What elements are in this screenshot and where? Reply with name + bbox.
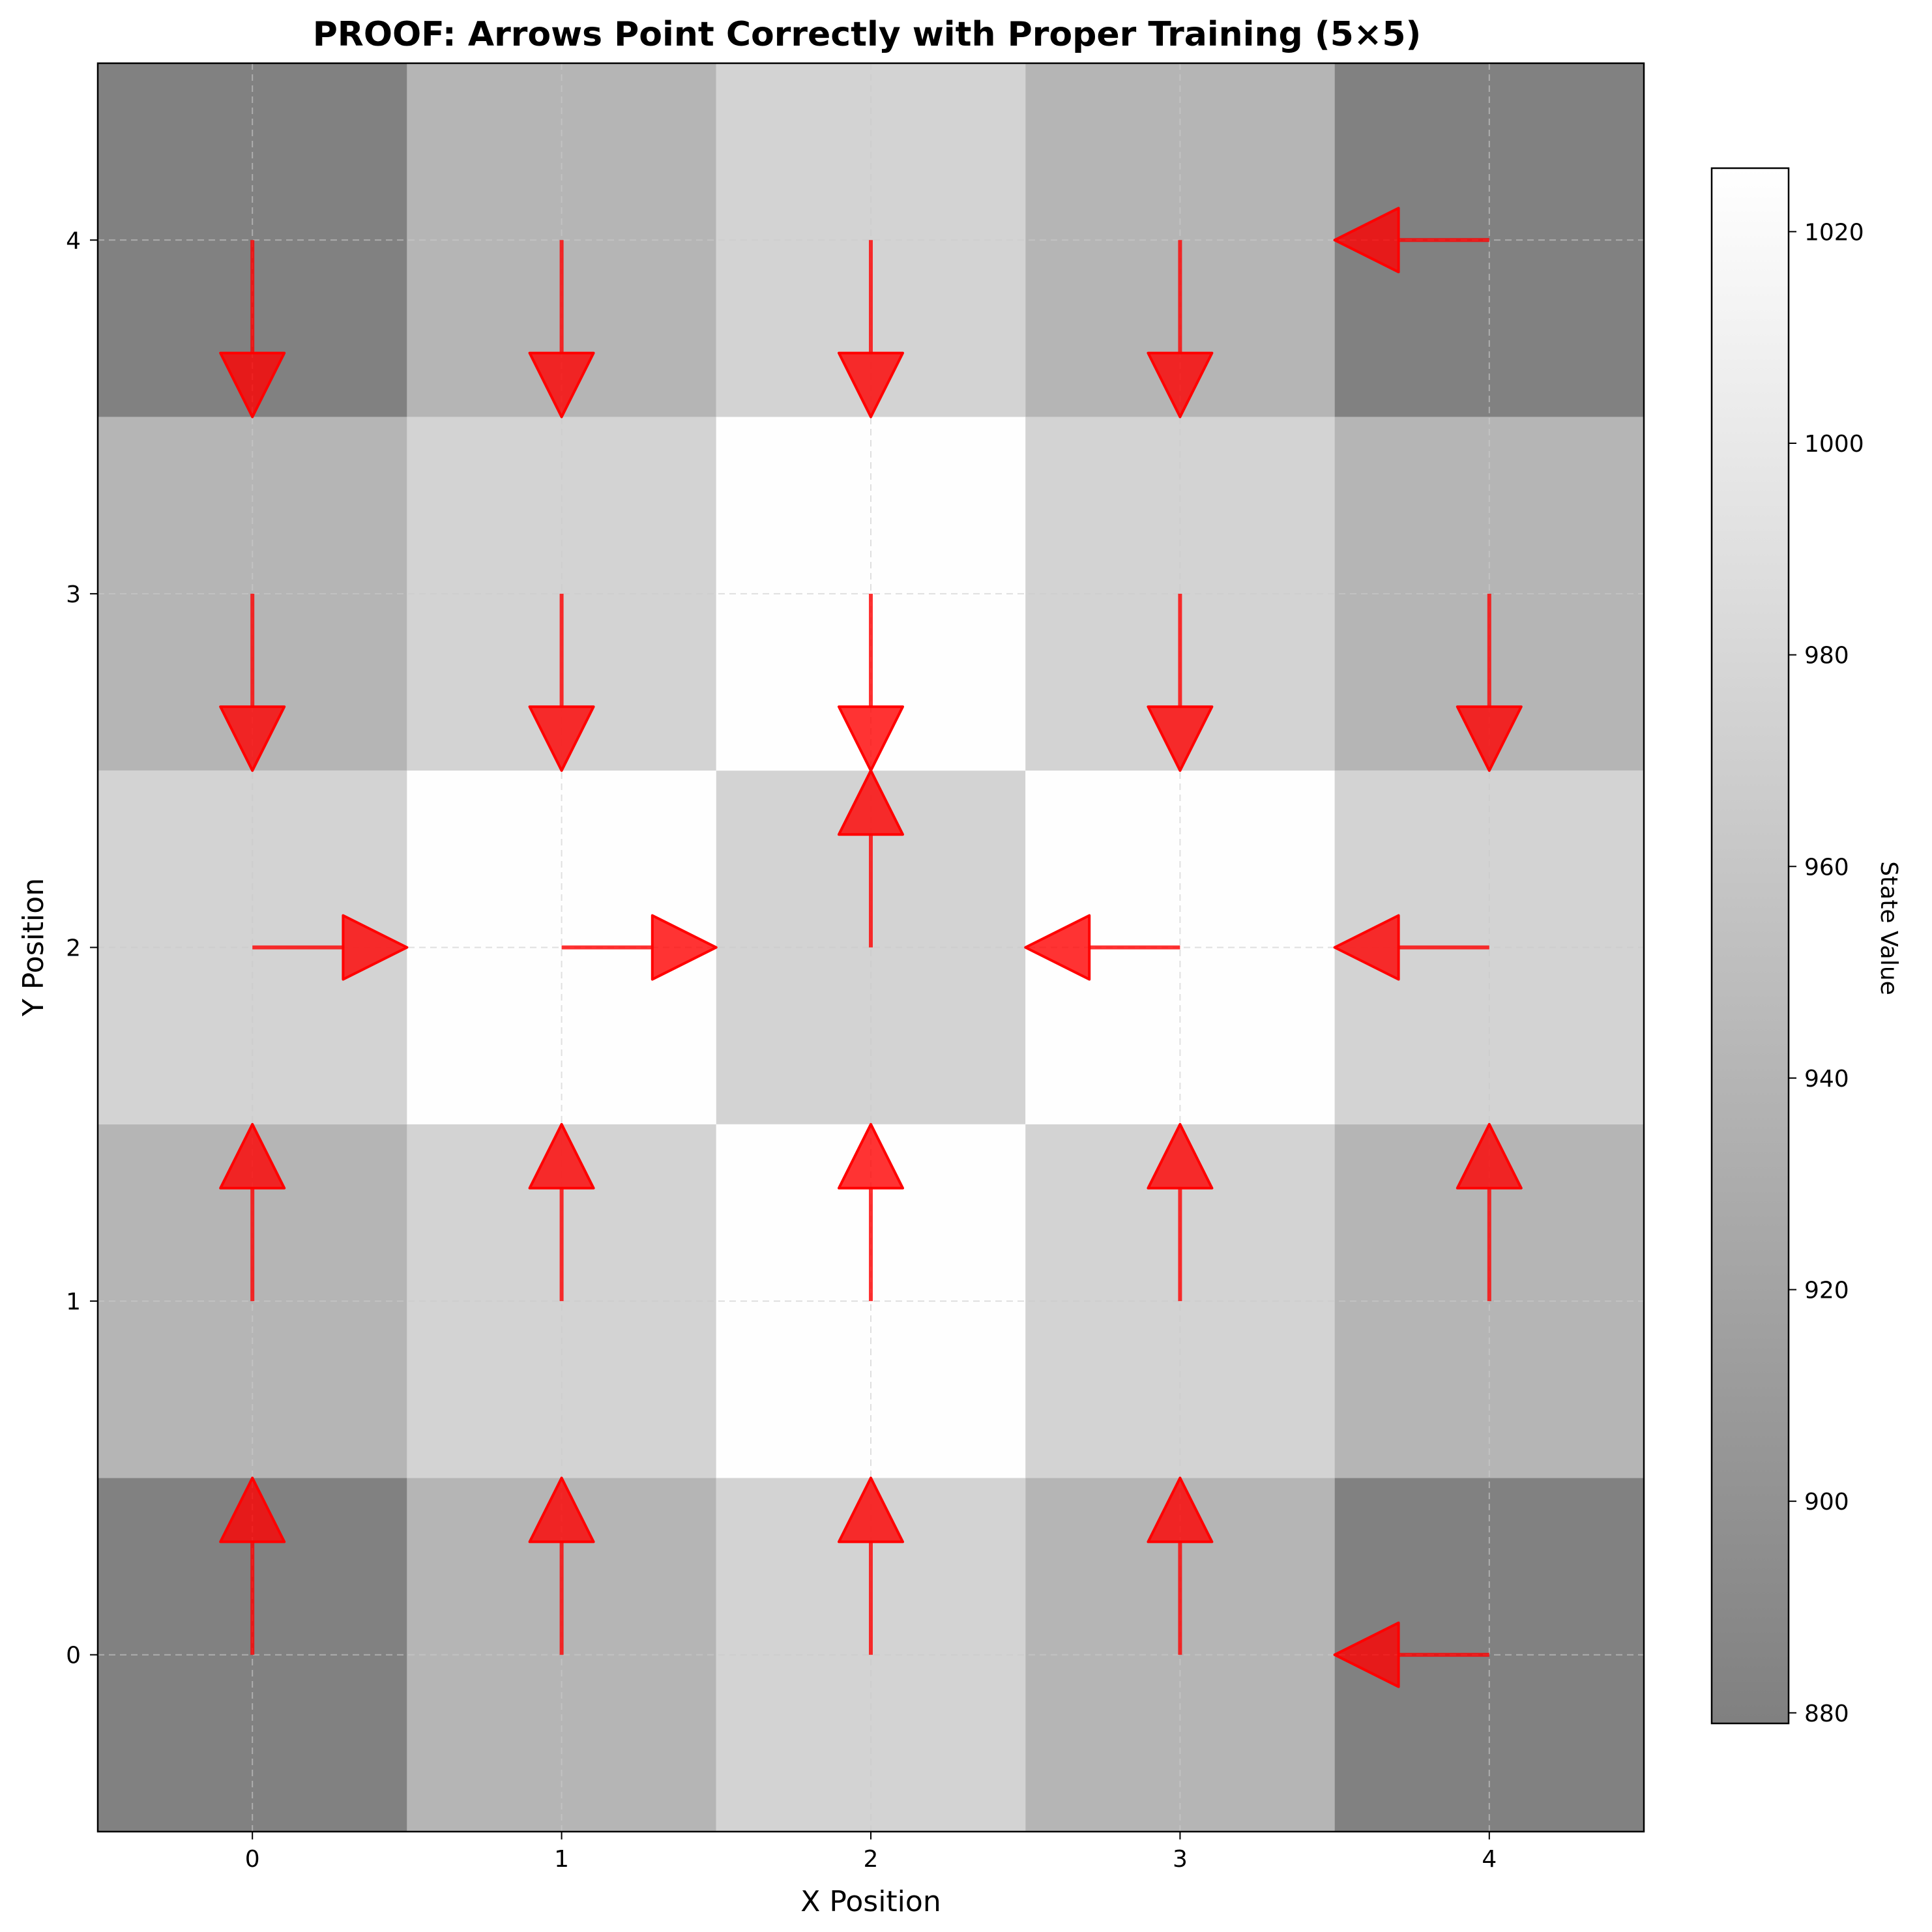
arrow-right — [252, 914, 409, 981]
arrow-down — [219, 593, 286, 772]
arrow-head — [1333, 207, 1400, 274]
x-axis-ticks: 0 1 2 3 4 — [245, 1832, 1497, 1873]
arrow-up — [1147, 1476, 1214, 1655]
colorbar-tick-label: 1020 — [1804, 219, 1864, 246]
arrow-head — [1456, 1122, 1523, 1190]
arrow-head — [219, 351, 286, 418]
y-axis-ticks: 0 1 2 3 4 — [66, 227, 98, 1669]
x-tick-label: 0 — [245, 1846, 260, 1873]
arrow-down — [528, 240, 595, 418]
arrow-left — [1024, 914, 1180, 981]
colorbar-tick-label: 980 — [1804, 643, 1849, 669]
y-tick-label: 3 — [66, 581, 81, 608]
colorbar — [1710, 167, 1790, 1725]
arrow-head — [219, 705, 286, 772]
arrow-up — [838, 769, 904, 948]
arrow-head — [528, 1476, 595, 1544]
colorbar-tick-label: 900 — [1804, 1489, 1849, 1515]
colorbar-tick-label: 880 — [1804, 1701, 1849, 1727]
arrow-up — [528, 1122, 595, 1302]
colorbar-tick-label: 1000 — [1804, 431, 1864, 458]
arrow-head — [838, 351, 904, 418]
arrow-head — [1147, 1476, 1214, 1544]
colorbar-tick-label: 940 — [1804, 1066, 1849, 1092]
arrow-head — [651, 914, 718, 981]
arrow-head — [219, 1476, 286, 1544]
x-tick-label: 4 — [1482, 1846, 1497, 1873]
y-axis-label: Y Position — [17, 878, 50, 1017]
colorbar-label: State Value — [1875, 861, 1902, 995]
arrow-down — [219, 240, 286, 418]
arrow-head — [528, 351, 595, 418]
arrow-up — [219, 1122, 286, 1302]
arrow-left — [1333, 1621, 1489, 1688]
arrow-down — [528, 593, 595, 772]
arrow-down — [1147, 593, 1214, 772]
arrow-up — [1456, 1122, 1523, 1302]
arrow-up — [1147, 1122, 1214, 1302]
arrow-right — [561, 914, 718, 981]
arrow-up — [838, 1122, 904, 1302]
arrow-head — [838, 769, 904, 836]
arrow-head — [219, 1122, 286, 1190]
y-tick-label: 1 — [66, 1289, 81, 1315]
arrow-head — [1147, 705, 1214, 772]
arrow-down — [838, 240, 904, 418]
y-tick-label: 0 — [66, 1643, 81, 1669]
x-tick-label: 3 — [1173, 1846, 1188, 1873]
arrow-head — [1456, 705, 1523, 772]
arrow-up — [219, 1476, 286, 1655]
arrow-head — [528, 705, 595, 772]
colorbar-ticks: 880 900 920 940 960 980 1000 1020 — [1789, 219, 1864, 1727]
chart-title: PROOF: Arrows Point Correctly with Prope… — [313, 15, 1422, 54]
colorbar-tick-label: 960 — [1804, 854, 1849, 881]
arrow-head — [838, 705, 904, 772]
arrow-head — [838, 1476, 904, 1544]
x-axis-label: X Position — [800, 1885, 941, 1918]
arrow-left — [1333, 914, 1489, 981]
arrow-head — [342, 914, 409, 981]
y-tick-label: 2 — [66, 935, 81, 962]
arrow-down — [838, 593, 904, 772]
arrow-up — [528, 1476, 595, 1655]
arrow-head — [838, 1122, 904, 1190]
arrow-up — [838, 1476, 904, 1655]
arrow-head — [1147, 351, 1214, 418]
colorbar-tick-label: 920 — [1804, 1278, 1849, 1304]
x-tick-label: 2 — [864, 1846, 879, 1873]
arrow-down — [1147, 240, 1214, 418]
y-tick-label: 4 — [66, 227, 81, 254]
policy-arrows — [219, 207, 1523, 1688]
arrow-left — [1333, 207, 1489, 274]
arrow-head — [1333, 1621, 1400, 1688]
arrow-head — [1024, 914, 1091, 981]
arrow-head — [528, 1122, 595, 1190]
x-tick-label: 1 — [554, 1846, 569, 1873]
arrow-head — [1147, 1122, 1214, 1190]
arrow-down — [1456, 593, 1523, 772]
arrow-head — [1333, 914, 1400, 981]
